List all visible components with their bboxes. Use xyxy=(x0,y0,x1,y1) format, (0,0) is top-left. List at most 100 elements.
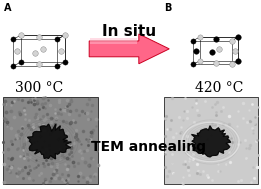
Point xyxy=(233,49,237,52)
Point xyxy=(210,122,214,125)
Point xyxy=(74,129,78,132)
Point xyxy=(80,156,84,159)
Point xyxy=(86,139,90,142)
Point xyxy=(22,107,26,110)
Point xyxy=(191,136,195,139)
Point xyxy=(83,161,87,164)
Point xyxy=(19,133,23,136)
Point xyxy=(29,128,33,131)
Point xyxy=(209,134,213,137)
Point xyxy=(88,117,92,120)
Point xyxy=(50,129,54,132)
Point xyxy=(27,176,31,179)
Point xyxy=(198,170,203,173)
Point xyxy=(78,149,82,152)
Point xyxy=(38,117,42,120)
Point xyxy=(92,174,96,177)
Point xyxy=(88,138,92,141)
Point xyxy=(69,120,73,123)
Point xyxy=(227,151,231,154)
Point xyxy=(55,163,59,166)
Point xyxy=(74,134,78,137)
Point xyxy=(79,152,83,155)
Point xyxy=(243,174,247,177)
Point xyxy=(170,111,174,114)
Point xyxy=(251,100,255,103)
Point xyxy=(34,158,38,161)
Point xyxy=(178,140,182,143)
Point xyxy=(189,128,193,131)
Point xyxy=(227,178,231,181)
Point xyxy=(64,108,69,111)
Point xyxy=(64,178,68,181)
Point xyxy=(214,111,218,114)
Point xyxy=(228,160,232,163)
Point xyxy=(170,97,174,100)
Point xyxy=(64,179,68,182)
Point xyxy=(24,137,28,140)
Point xyxy=(43,107,48,110)
Point xyxy=(21,148,25,151)
Point xyxy=(29,101,33,104)
Point xyxy=(82,149,86,152)
Point xyxy=(43,102,47,105)
Point xyxy=(79,143,83,146)
Point xyxy=(201,169,205,172)
Point xyxy=(221,139,226,142)
Point xyxy=(163,166,167,169)
Point xyxy=(61,120,65,123)
Point xyxy=(7,164,11,167)
Point xyxy=(74,133,78,136)
Point xyxy=(251,165,255,168)
Point xyxy=(40,125,44,128)
Point xyxy=(188,126,192,129)
Point xyxy=(173,144,177,147)
Point xyxy=(59,112,63,115)
Point xyxy=(218,134,223,137)
Point xyxy=(4,111,9,114)
Point xyxy=(191,39,195,42)
Point xyxy=(28,156,32,159)
Point xyxy=(203,144,207,147)
Point xyxy=(26,171,30,174)
Point xyxy=(64,121,68,124)
Point xyxy=(251,129,255,132)
Point xyxy=(238,141,242,144)
Point xyxy=(215,101,219,104)
Point xyxy=(69,146,74,149)
Point xyxy=(27,125,32,129)
Point xyxy=(188,123,192,126)
Point xyxy=(195,109,199,112)
Point xyxy=(185,168,189,171)
Point xyxy=(184,160,188,163)
Point xyxy=(215,124,220,127)
Point xyxy=(1,141,5,144)
Point xyxy=(198,172,203,175)
Point xyxy=(244,147,248,150)
Point xyxy=(177,116,181,119)
Point xyxy=(248,143,252,146)
Point xyxy=(68,143,72,146)
Point xyxy=(19,133,23,136)
Point xyxy=(77,140,81,143)
Point xyxy=(87,179,92,182)
Point xyxy=(18,113,22,116)
Point xyxy=(81,129,85,132)
Point xyxy=(92,139,96,142)
Point xyxy=(53,108,57,111)
Point xyxy=(22,157,26,160)
Point xyxy=(63,34,67,37)
Point xyxy=(230,140,234,143)
Point xyxy=(213,61,218,64)
Point xyxy=(73,136,77,139)
Point xyxy=(54,172,58,175)
Point xyxy=(216,163,220,166)
Point xyxy=(174,142,178,145)
Point xyxy=(196,113,200,116)
Point xyxy=(68,141,72,144)
Point xyxy=(35,102,39,105)
Point xyxy=(191,152,195,155)
Point xyxy=(204,161,208,164)
Point xyxy=(60,177,64,180)
Point xyxy=(201,141,205,144)
